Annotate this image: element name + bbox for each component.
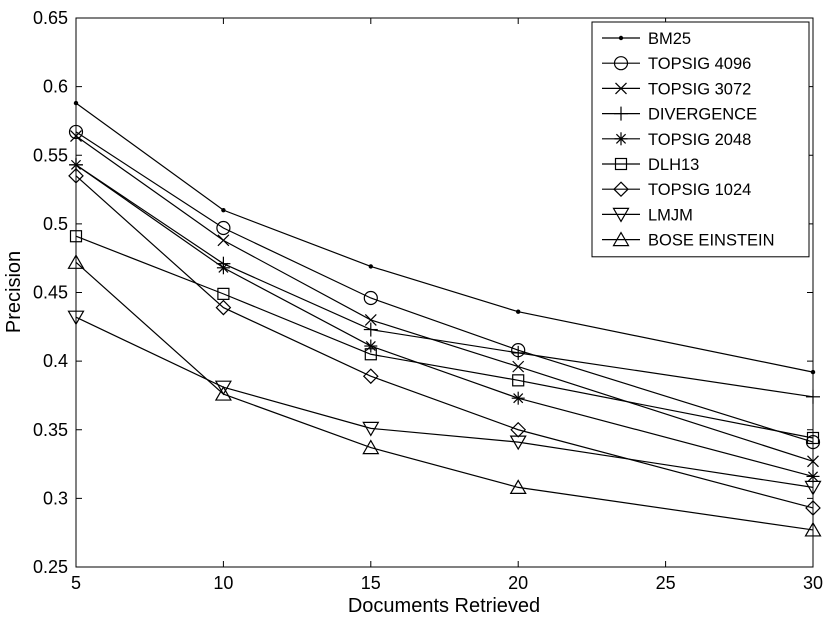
legend-label: TOPSIG 4096: [648, 55, 751, 73]
legend-label: LMJM: [648, 206, 693, 224]
series-dlh13: [69, 230, 820, 445]
legend-entry-topsig-4096: TOPSIG 4096: [602, 55, 751, 73]
series-line-topsig-1024: [75, 175, 814, 509]
y-axis-title: Precision: [3, 251, 25, 333]
legend-marker-dlh13: [614, 157, 628, 171]
series-topsig-2048: [69, 158, 820, 483]
series-topsig-3072: [70, 130, 819, 468]
x-tick-label: 30: [803, 573, 823, 593]
legend-label: BOSE EINSTEIN: [648, 232, 775, 250]
legend-entry-bm25: BM25: [602, 30, 691, 48]
legend-entry-topsig-3072: TOPSIG 3072: [602, 80, 751, 98]
data-point-dlh13: [217, 287, 230, 300]
data-point-bm25: [221, 207, 226, 213]
x-tick-label: 15: [361, 573, 381, 593]
data-point-divergence: [363, 322, 378, 337]
legend-entry-lmjm: LMJM: [602, 206, 693, 224]
legend-label: TOPSIG 1024: [648, 181, 751, 199]
legend-marker-divergence: [614, 106, 628, 121]
series-line-topsig-4096: [75, 131, 814, 443]
y-tick-label: 0.3: [43, 488, 68, 508]
legend-marker-topsig-2048: [614, 132, 628, 146]
legend-label: DIVERGENCE: [648, 106, 757, 124]
legend-entry-divergence: DIVERGENCE: [602, 106, 757, 124]
y-tick-label: 0.65: [33, 8, 68, 28]
legend-entry-dlh13: DLH13: [602, 156, 699, 174]
data-point-bose-einstein: [362, 439, 380, 455]
legend-marker-bose-einstein: [612, 231, 630, 247]
legend-marker-bm25: [618, 35, 624, 41]
data-point-topsig-1024: [362, 368, 379, 385]
data-point-dlh13: [364, 348, 377, 361]
y-tick-label: 0.4: [43, 351, 68, 371]
legend-label: DLH13: [648, 156, 699, 174]
legend-marker-topsig-4096: [613, 56, 629, 71]
data-point-bose-einstein: [214, 385, 232, 401]
data-point-topsig-4096: [216, 220, 231, 236]
legend-label: BM25: [648, 30, 691, 48]
data-point-bm25: [368, 264, 373, 269]
x-tick-label: 10: [213, 573, 233, 593]
x-tick-label: 25: [656, 573, 676, 593]
y-tick-label: 0.25: [33, 557, 68, 577]
y-tick-label: 0.55: [33, 145, 68, 165]
data-point-topsig-4096: [363, 290, 378, 306]
data-point-lmjm: [509, 435, 527, 451]
series-lmjm: [67, 310, 822, 496]
x-tick-label: 5: [71, 573, 81, 593]
data-point-topsig-2048: [364, 339, 378, 353]
data-point-bose-einstein: [509, 479, 527, 494]
data-point-bm25: [516, 309, 521, 314]
data-point-topsig-1024: [510, 421, 527, 438]
data-point-topsig-3072: [364, 314, 377, 326]
y-tick-label: 0.6: [43, 77, 68, 97]
series-line-dlh13: [75, 235, 814, 439]
data-point-topsig-1024: [215, 299, 232, 316]
x-tick-label: 20: [508, 573, 528, 593]
legend-marker-topsig-3072: [615, 82, 627, 95]
legend-label: TOPSIG 2048: [648, 131, 751, 149]
legend: BM25 TOPSIG 4096 TOPSIG 3072 DIVERGENCE TOPS…: [591, 21, 810, 258]
y-tick-label: 0.35: [33, 420, 68, 440]
legend-label: TOPSIG 3072: [648, 80, 751, 98]
data-point-topsig-2048: [216, 261, 230, 275]
data-point-topsig-3072: [217, 234, 230, 247]
legend-entry-topsig-2048: TOPSIG 2048: [602, 131, 751, 149]
series-bose-einstein: [67, 254, 822, 537]
x-axis-title: Documents Retrieved: [348, 595, 540, 617]
y-tick-label: 0.5: [43, 214, 68, 234]
legend-marker-lmjm: [612, 207, 630, 223]
series-line-lmjm: [75, 316, 814, 488]
plot-series: [67, 100, 822, 537]
data-point-topsig-3072: [512, 360, 525, 373]
data-point-divergence: [511, 345, 526, 360]
legend-entry-topsig-1024: TOPSIG 1024: [602, 181, 751, 199]
data-point-topsig-2048: [511, 391, 525, 405]
data-point-lmjm: [362, 421, 380, 437]
data-point-dlh13: [512, 374, 525, 387]
legend-entry-bose-einstein: BOSE EINSTEIN: [602, 231, 775, 250]
data-point-lmjm: [214, 380, 232, 396]
series-line-bose-einstein: [75, 261, 814, 531]
axes-ticks: 5 10 15 20 25 30 0.25 0.3 0.35 0.4 0.45 0.5 0.55 0.6 0…: [33, 8, 823, 593]
y-tick-label: 0.45: [33, 283, 68, 303]
legend-marker-topsig-1024: [613, 181, 629, 198]
